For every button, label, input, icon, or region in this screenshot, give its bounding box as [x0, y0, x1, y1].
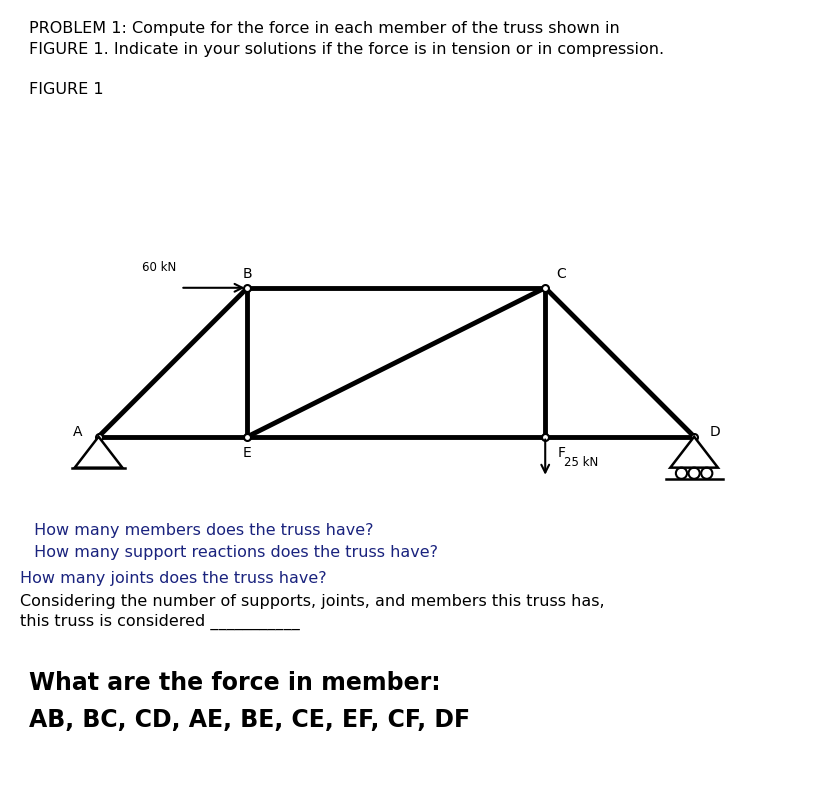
Text: How many support reactions does the truss have?: How many support reactions does the trus…	[29, 545, 438, 560]
Text: How many joints does the truss have?: How many joints does the truss have?	[20, 571, 327, 586]
Text: FIGURE 1: FIGURE 1	[29, 82, 104, 97]
Text: D: D	[710, 425, 720, 439]
Text: this truss is considered ___________: this truss is considered ___________	[20, 614, 300, 630]
Text: F: F	[557, 446, 566, 460]
Text: A: A	[73, 425, 82, 439]
Text: 25 kN: 25 kN	[564, 456, 598, 469]
Text: PROBLEM 1: Compute for the force in each member of the truss shown in: PROBLEM 1: Compute for the force in each…	[29, 21, 619, 36]
Text: What are the force in member:: What are the force in member:	[29, 671, 440, 694]
Text: C: C	[557, 268, 566, 282]
Polygon shape	[75, 437, 122, 467]
Text: 60 kN: 60 kN	[143, 261, 177, 275]
Text: B: B	[243, 268, 253, 282]
Text: Considering the number of supports, joints, and members this truss has,: Considering the number of supports, join…	[20, 594, 605, 609]
Polygon shape	[670, 437, 718, 467]
Text: How many members does the truss have?: How many members does the truss have?	[29, 523, 373, 538]
Text: AB, BC, CD, AE, BE, CE, EF, CF, DF: AB, BC, CD, AE, BE, CE, EF, CF, DF	[29, 708, 469, 732]
Text: E: E	[243, 446, 252, 460]
Text: FIGURE 1. Indicate in your solutions if the force is in tension or in compressio: FIGURE 1. Indicate in your solutions if …	[29, 42, 663, 57]
